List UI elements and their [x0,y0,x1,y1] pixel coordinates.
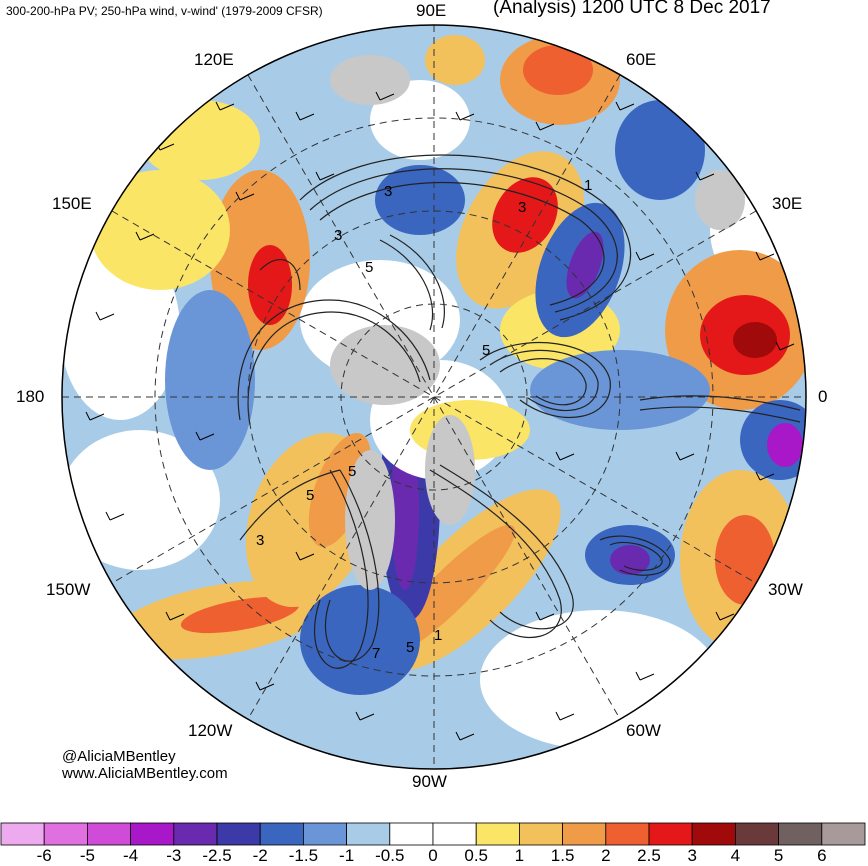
lon-label-90w: 90W [412,772,447,791]
colorbar-tick-label: 0 [428,846,438,865]
pv-contour-label: 5 [306,487,314,504]
colorbar-tick-label: 4 [730,846,741,865]
header-right-title: (Analysis) 1200 UTC 8 Dec 2017 [493,0,771,18]
colorbar-tick-label: -2.5 [202,846,232,865]
lon-label-30e: 30E [772,194,803,213]
pv-contour-label: 5 [482,342,490,359]
colorbar-swatch [562,822,607,846]
colorbar-swatch [302,822,347,846]
colorbar-swatch [519,822,564,846]
pv-contour-label: 7 [372,645,380,662]
colorbar-swatch [821,822,866,846]
credit-website: www.AliciaMBentley.com [62,765,228,782]
colorbar-swatch [648,822,693,846]
pv-contour-label: 1 [584,177,592,194]
colorbar-swatch [691,822,736,846]
lon-label-60e: 60E [626,50,657,69]
colorbar-swatch [346,822,391,846]
colorbar-tick-label: -1.5 [288,846,319,865]
colorbar-tick-label: -5 [79,846,95,865]
pv-contour-label: 5 [406,639,414,656]
wind-barbs [85,91,795,741]
colorbar-swatch [43,822,88,846]
lon-label-150w: 150W [46,580,91,599]
colorbar-swatch [130,822,175,846]
colorbar-tick-label: 2 [601,846,611,865]
colorbar-swatch [778,822,823,846]
lon-label-30w: 30W [768,580,803,599]
lon-label-60w: 60W [626,721,661,740]
colorbar-swatch [605,822,650,846]
lon-label-120w: 120W [188,721,233,740]
colorbar [0,822,866,846]
colorbar-swatch [259,822,304,846]
pv-contour-label: 5 [365,259,373,276]
high-pv-gray [330,55,745,590]
colorbar-tick-label: -0.5 [375,846,405,865]
lon-label-120e: 120E [194,50,234,69]
pv-contour-label: 5 [348,463,356,480]
colorbar-tick-label: -4 [123,846,139,865]
map-boundary [61,24,807,770]
colorbar-swatch [0,822,45,846]
colorbar-tick-label: -2 [252,846,268,865]
colorbar-swatch [389,822,434,846]
lon-label-150e: 150E [52,194,92,213]
lon-label-0: 0 [818,387,828,406]
colorbar-swatch [87,822,132,846]
pv-contour-label: 3 [256,532,264,549]
colorbar-tick-label: -1 [339,846,355,865]
lon-label-90e: 90E [416,1,447,20]
graticule [62,25,806,769]
colorbar-tick-label: 0.5 [464,846,489,865]
colorbar-tick-label: 2.5 [637,846,661,865]
pv-contours [237,154,801,669]
colorbar-swatch [735,822,780,846]
colorbar-tick-label: 1.5 [550,846,575,865]
colorbar-tick-label: 5 [773,846,784,865]
pv-contour-label: 3 [334,227,342,244]
colorbar-tick-label: -3 [166,846,182,865]
contour-label-group: 3 3 5 5 3 1 5 3 5 7 5 1 [256,177,592,662]
colorbar-tick-label: 1 [514,846,525,865]
credit-handle: @AliciaMBentley [62,748,176,765]
colorbar-tick-label: -6 [36,846,52,865]
colorbar-swatch [173,822,218,846]
colorbar-swatch [216,822,261,846]
pv-contour-label: 3 [384,183,392,200]
header-left-title: 300-200-hPa PV; 250-hPa wind, v-wind' (1… [6,4,323,18]
colorbar-tick-label: 6 [817,846,827,865]
lon-label-180: 180 [16,387,45,406]
pv-contour-label: 3 [518,199,526,216]
colorbar-tick-label: 3 [687,846,697,865]
colorbar-swatch [432,822,477,846]
pv-contour-label: 1 [434,627,442,644]
colorbar-swatch [475,822,520,846]
